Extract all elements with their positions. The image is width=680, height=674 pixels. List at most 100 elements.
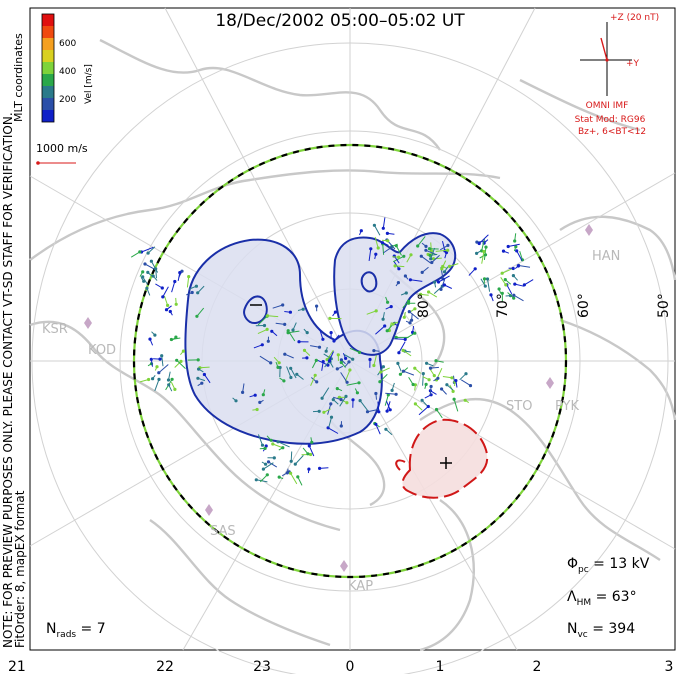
velocity-vector — [141, 246, 154, 253]
velocity-vector — [197, 382, 203, 387]
velocity-vector — [513, 246, 517, 252]
velocity-vector — [257, 328, 268, 335]
velocity-vector — [414, 367, 421, 374]
vector-origin — [160, 354, 164, 358]
velocity-vector — [397, 363, 402, 372]
colorbar-tick-600: 600 — [59, 39, 76, 49]
velocity-vector — [343, 354, 353, 360]
velocity-vector — [341, 359, 346, 365]
velocity-vector — [308, 445, 315, 457]
velocity-vector — [514, 265, 519, 269]
velocity-vector — [288, 330, 300, 334]
velocity-vector — [186, 292, 193, 296]
velocity-vector — [380, 367, 390, 373]
svg-text:STO: STO — [506, 399, 532, 414]
vector-origin — [514, 245, 518, 249]
mlt-tick-0: 0 — [346, 659, 355, 674]
velocity-vector — [171, 336, 177, 342]
velocity-vector — [272, 304, 283, 309]
velocity-vector — [359, 400, 368, 411]
velocity-vector — [279, 377, 285, 382]
velocity-vector — [504, 279, 512, 285]
vector-origin — [154, 267, 158, 271]
velocity-vector — [476, 250, 481, 254]
velocity-vector — [460, 379, 471, 387]
velocity-vector — [332, 311, 336, 317]
imf-scale-label: +Z (20 nT) — [610, 13, 659, 23]
velocity-vector — [406, 254, 412, 263]
velocity-vector — [261, 461, 266, 465]
velocity-vector — [430, 242, 432, 251]
velocity-vector — [284, 311, 291, 313]
velocity-vector — [455, 380, 458, 388]
velocity-vector — [431, 254, 440, 263]
velocity-vector — [503, 250, 510, 254]
velocity-vector — [147, 363, 152, 367]
svg-text:KAP: KAP — [348, 579, 373, 594]
velocity-vector — [446, 384, 454, 391]
velocity-vector — [368, 248, 372, 261]
velocity-vector — [442, 376, 452, 379]
fit-order-note: FitOrder: 8, mapEX format — [13, 490, 27, 648]
velocity-vector — [516, 250, 523, 261]
velocity-vector — [151, 331, 156, 336]
velocity-vector — [384, 394, 389, 406]
vector-origin — [374, 252, 378, 256]
velocity-vector — [421, 255, 432, 264]
velocity-vector — [518, 265, 531, 268]
velocity-vector — [196, 307, 205, 317]
vector-scale-label: 1000 m/s — [36, 142, 88, 155]
velocity-vector — [177, 272, 181, 281]
velocity-vector — [294, 455, 304, 465]
velocity-vector — [425, 249, 437, 256]
velocity-vector — [468, 268, 476, 276]
velocity-vector — [385, 428, 393, 436]
velocity-vector — [429, 386, 432, 395]
velocity-vector — [404, 350, 411, 353]
velocity-vector — [373, 225, 381, 236]
velocity-colorbar: 600 400 200 Vel [m/s] — [41, 13, 94, 123]
velocity-vector — [375, 393, 377, 400]
velocity-vector — [139, 271, 144, 277]
velocity-vector — [382, 217, 386, 229]
velocity-vector — [321, 387, 330, 399]
mlt-tick-23: 23 — [253, 659, 271, 674]
velocity-vector — [408, 376, 414, 385]
velocity-vector — [398, 341, 406, 353]
station-sas: SAS — [205, 504, 236, 539]
velocity-vector — [453, 399, 459, 412]
velocity-vector — [480, 278, 486, 287]
velocity-vector — [507, 292, 515, 299]
dawn-cell-hook — [395, 459, 406, 471]
velocity-vector — [513, 275, 518, 281]
velocity-vector — [359, 230, 362, 236]
velocity-vector — [377, 401, 380, 412]
velocity-vector — [405, 320, 411, 324]
velocity-vector — [433, 377, 439, 382]
velocity-vector — [514, 233, 517, 242]
velocity-vector — [374, 254, 377, 260]
velocity-vector — [421, 266, 429, 273]
svg-text:PYK: PYK — [555, 399, 579, 414]
station-ksr: KSR — [42, 317, 92, 337]
velocity-vector — [266, 435, 272, 441]
velocity-vector — [152, 275, 158, 281]
velocity-vector — [257, 315, 268, 326]
velocity-vector — [197, 377, 206, 382]
velocity-vector — [328, 417, 332, 428]
velocity-vector — [400, 292, 407, 296]
velocity-vector — [410, 279, 423, 282]
velocity-vector — [188, 285, 197, 290]
station-kod: KOD — [88, 343, 116, 358]
velocity-vector — [325, 346, 328, 352]
velocity-vector — [388, 322, 392, 331]
velocity-vector — [449, 263, 459, 267]
velocity-vector — [506, 284, 513, 295]
velocity-vector — [433, 257, 442, 260]
velocity-vector — [428, 291, 438, 298]
velocity-vector — [442, 240, 446, 252]
imf-y-label: +Y — [626, 59, 640, 69]
velocity-vector — [337, 388, 343, 392]
stats-panel: Φpc = 13 kV ΛHM = 63° Nvc = 394 Nrads = … — [46, 556, 650, 640]
